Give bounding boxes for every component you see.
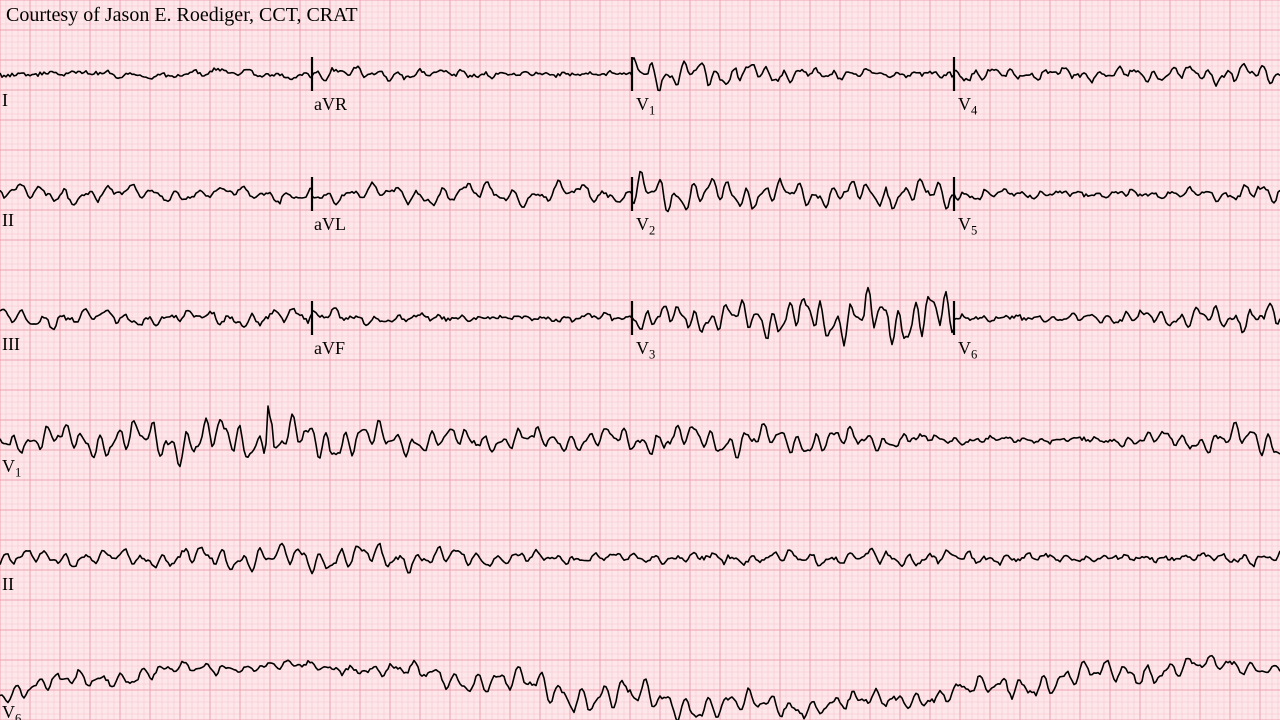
attribution-text: Courtesy of Jason E. Roediger, CCT, CRAT [6, 4, 358, 27]
ecg-chart: Courtesy of Jason E. Roediger, CCT, CRAT… [0, 0, 1280, 720]
ecg-svg [0, 0, 1280, 720]
